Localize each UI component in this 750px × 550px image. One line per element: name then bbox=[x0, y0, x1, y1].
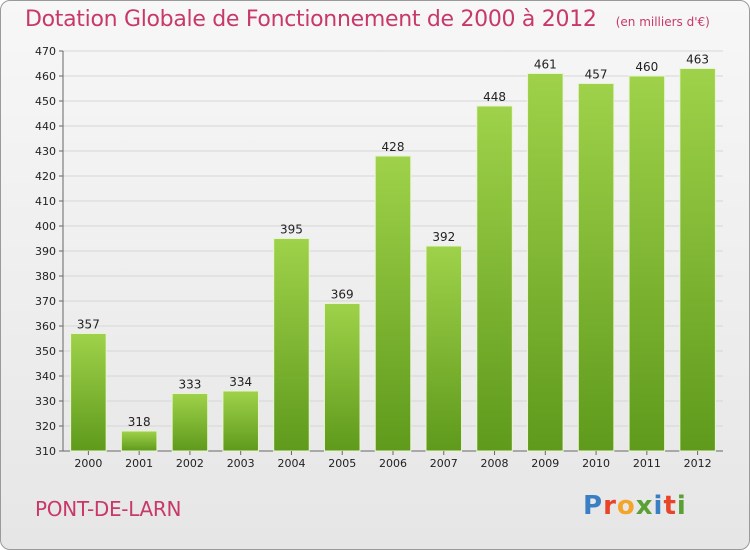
y-tick-label: 350 bbox=[35, 345, 56, 358]
bar bbox=[425, 245, 463, 452]
y-tick-label: 360 bbox=[35, 320, 56, 333]
y-tick-label: 310 bbox=[35, 445, 56, 458]
x-tick-label: 2009 bbox=[531, 457, 559, 470]
bar bbox=[577, 83, 615, 452]
chart-title: Dotation Globale de Fonctionnement de 20… bbox=[25, 7, 597, 32]
y-tick-label: 450 bbox=[35, 95, 56, 108]
y-tick-label: 420 bbox=[35, 170, 56, 183]
y-tick-label: 410 bbox=[35, 195, 56, 208]
bar bbox=[679, 68, 716, 452]
y-tick-label: 390 bbox=[35, 245, 56, 258]
bar-value-label: 457 bbox=[585, 68, 608, 82]
x-tick-label: 2012 bbox=[684, 457, 712, 470]
x-tick-label: 2006 bbox=[379, 457, 407, 470]
x-tick-label: 2004 bbox=[277, 457, 305, 470]
bar bbox=[628, 75, 666, 452]
bar bbox=[222, 390, 259, 452]
y-tick-label: 340 bbox=[35, 370, 56, 383]
x-tick-label: 2011 bbox=[633, 457, 661, 470]
x-tick-label: 2010 bbox=[582, 457, 610, 470]
x-tick-label: 2008 bbox=[481, 457, 509, 470]
x-tick-label: 2003 bbox=[227, 457, 255, 470]
bar-value-label: 318 bbox=[128, 415, 151, 429]
x-tick-label: 2002 bbox=[176, 457, 204, 470]
y-tick-label: 430 bbox=[35, 145, 56, 158]
bar-value-label: 461 bbox=[534, 58, 557, 72]
logo-letter: i bbox=[653, 491, 664, 521]
y-tick-label: 380 bbox=[35, 270, 56, 283]
y-tick-label: 330 bbox=[35, 395, 56, 408]
bar-value-label: 369 bbox=[331, 288, 354, 302]
bar-value-label: 357 bbox=[77, 318, 100, 332]
x-tick-label: 2000 bbox=[74, 457, 102, 470]
logo-letter: o bbox=[616, 491, 636, 521]
proxiti-logo: Proxiti bbox=[583, 491, 687, 521]
logo-letter: r bbox=[603, 491, 617, 521]
bar-value-label: 463 bbox=[686, 53, 709, 67]
y-tick-label: 320 bbox=[35, 420, 56, 433]
bar bbox=[323, 303, 361, 452]
logo-letter: i bbox=[676, 491, 687, 521]
commune-name: PONT-DE-LARN bbox=[35, 497, 182, 521]
bar-value-label: 448 bbox=[483, 90, 506, 104]
y-tick-label: 400 bbox=[35, 220, 56, 233]
bar bbox=[70, 333, 107, 452]
logo-letter: P bbox=[583, 491, 604, 521]
bar-value-label: 392 bbox=[432, 230, 455, 244]
bar-value-label: 395 bbox=[280, 223, 303, 237]
bar bbox=[476, 105, 513, 452]
bar bbox=[527, 73, 564, 452]
bar bbox=[171, 393, 209, 452]
chart-unit: (en milliers d'€) bbox=[615, 15, 710, 29]
bar-value-label: 334 bbox=[229, 375, 252, 389]
title-row: Dotation Globale de Fonctionnement de 20… bbox=[25, 7, 710, 32]
bar-value-label: 428 bbox=[382, 140, 405, 154]
x-tick-label: 2007 bbox=[430, 457, 458, 470]
bar bbox=[374, 155, 412, 452]
bar bbox=[273, 238, 310, 452]
bar-value-label: 460 bbox=[635, 60, 658, 74]
y-tick-label: 460 bbox=[35, 70, 56, 83]
x-tick-label: 2005 bbox=[328, 457, 356, 470]
y-tick-label: 440 bbox=[35, 120, 56, 133]
logo-letter: t bbox=[663, 491, 677, 521]
y-tick-label: 370 bbox=[35, 295, 56, 308]
bar-value-label: 333 bbox=[178, 378, 201, 392]
bar bbox=[120, 430, 158, 452]
x-tick-label: 2001 bbox=[125, 457, 153, 470]
logo-letter: x bbox=[635, 491, 654, 521]
y-tick-label: 470 bbox=[35, 45, 56, 58]
